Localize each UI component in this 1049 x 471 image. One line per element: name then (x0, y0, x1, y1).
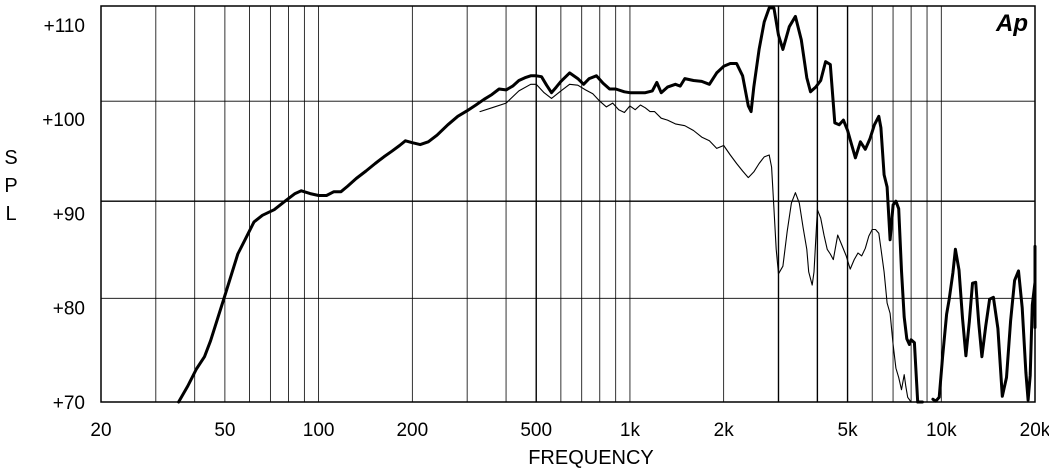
y-axis-title-char: L (5, 203, 16, 225)
x-tick-label: 5k (838, 420, 859, 441)
y-tick-label: +90 (53, 204, 85, 225)
x-tick-label: 200 (396, 420, 428, 441)
series-layer (177, 6, 1037, 404)
plot-frame (100, 5, 1036, 403)
x-tick-label: 20 (90, 420, 111, 441)
y-tick-label: +70 (53, 393, 85, 414)
series-2-thin-line (479, 83, 912, 403)
x-tick-label: 50 (214, 420, 235, 441)
y-axis-title-char: S (4, 147, 17, 169)
x-tick-label: 1k (620, 420, 641, 441)
y-tick-label: +110 (44, 16, 85, 37)
x-tick-label: 100 (303, 420, 335, 441)
x-axis-title: FREQUENCY (528, 447, 654, 469)
ap-logo: Ap (995, 10, 1028, 37)
y-axis-title-char: P (4, 175, 17, 197)
x-tick-label: 10k (926, 420, 957, 441)
y-tick-label: +80 (53, 299, 85, 320)
grid-layer (101, 6, 1035, 402)
tick-label-layer: 20 50 100 200 500 1k 2k 5k 10k 20k +70 +80 +90 +100 +1… (42, 16, 1049, 441)
y-axis-title: SPL (4, 147, 17, 225)
x-tick-label: 2k (714, 420, 735, 441)
x-tick-label: 500 (520, 420, 552, 441)
series-1-thick-line (177, 6, 924, 404)
x-tick-label: 20k (1020, 420, 1049, 441)
y-tick-label: +100 (42, 110, 85, 131)
series-3-thick-line (931, 244, 1037, 403)
